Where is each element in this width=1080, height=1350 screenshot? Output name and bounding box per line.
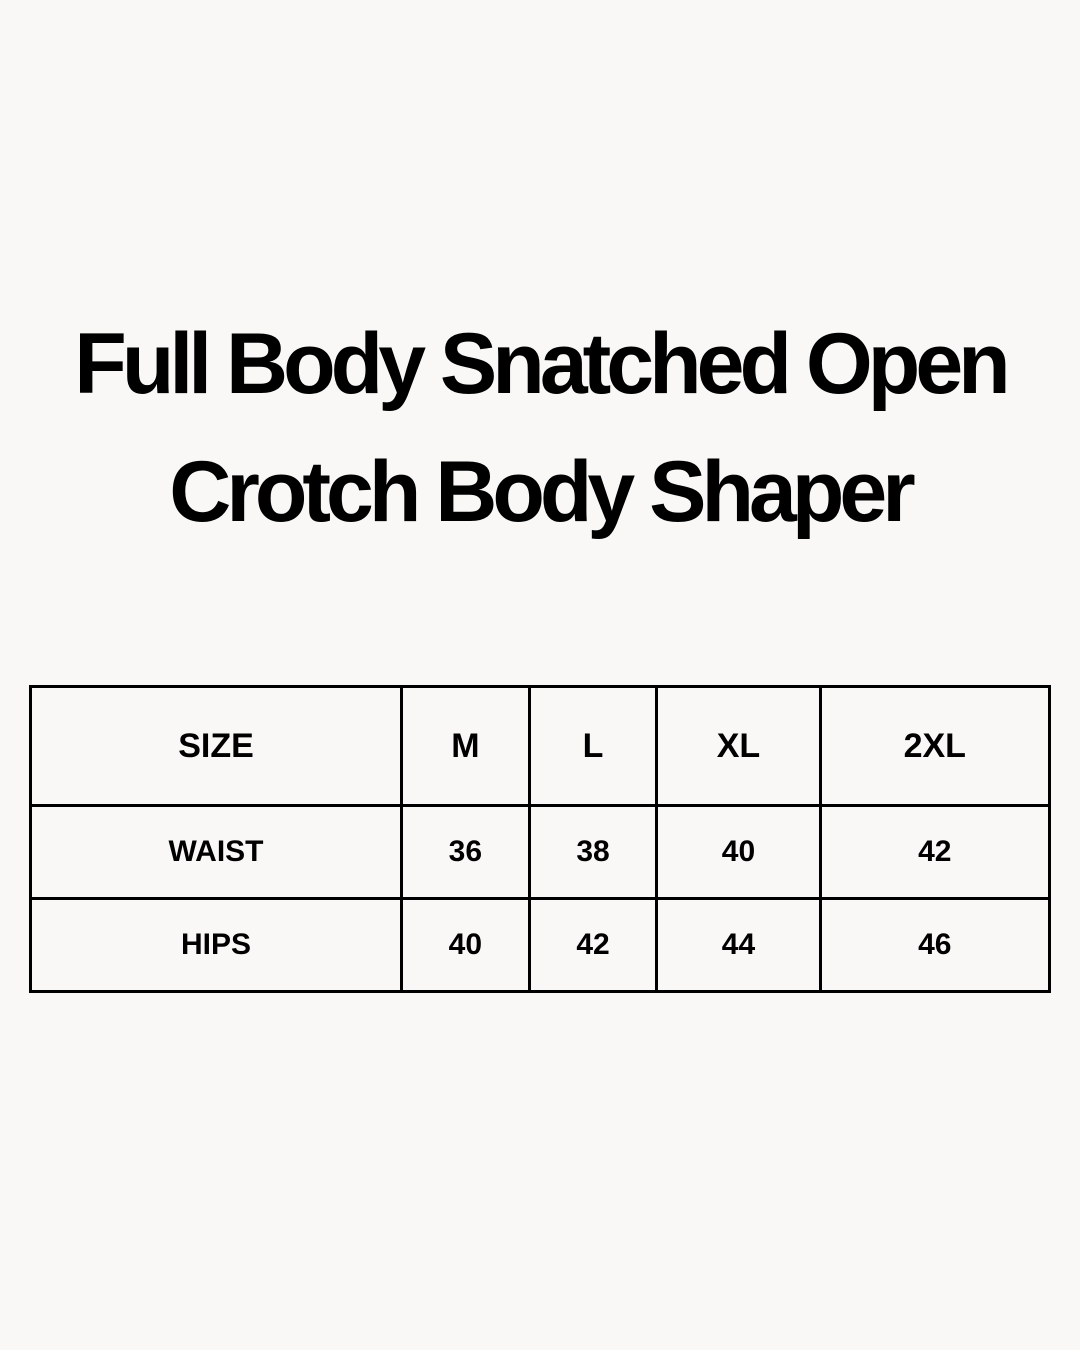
header-cell: L xyxy=(527,685,659,807)
row-label: WAIST xyxy=(29,804,403,900)
table-row: HIPS 40 42 44 46 xyxy=(29,897,1051,993)
title-line-1: Full Body Snatched Open xyxy=(74,316,1010,412)
table-cell: 40 xyxy=(400,897,531,993)
header-cell: M xyxy=(400,685,531,807)
table-cell: 36 xyxy=(400,804,531,900)
title-line-2: Crotch Body Shaper xyxy=(169,444,915,540)
header-cell: 2XL xyxy=(818,685,1051,807)
table-cell: 42 xyxy=(527,897,659,993)
page-title: Full Body Snatched Open Crotch Body Shap… xyxy=(0,300,1080,556)
table-cell: 38 xyxy=(527,804,659,900)
size-chart-table: SIZE M L XL 2XL WAIST 36 38 40 42 HIPS 4… xyxy=(29,685,1051,993)
table-header-row: SIZE M L XL 2XL xyxy=(29,685,1051,807)
table-cell: 46 xyxy=(818,897,1051,993)
row-label: HIPS xyxy=(29,897,403,993)
table-cell: 40 xyxy=(655,804,822,900)
header-cell: XL xyxy=(655,685,822,807)
table-cell: 44 xyxy=(655,897,822,993)
table-cell: 42 xyxy=(818,804,1051,900)
header-cell: SIZE xyxy=(29,685,403,807)
table-row: WAIST 36 38 40 42 xyxy=(29,804,1051,900)
